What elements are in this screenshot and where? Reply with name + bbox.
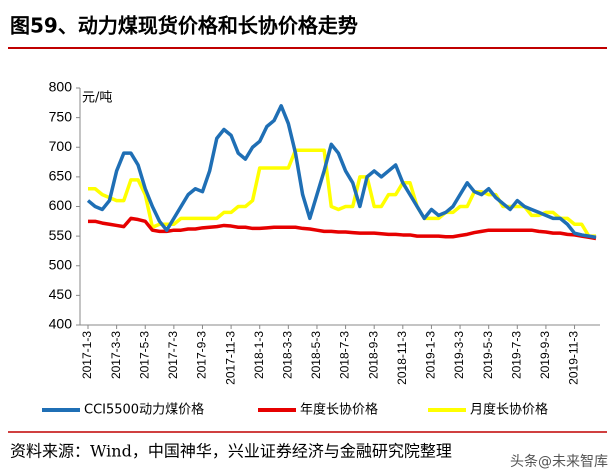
x-tick-label: 2019-5-3 (481, 331, 495, 379)
chart-title: 图59、动力煤现货价格和长协价格走势 (10, 14, 358, 38)
y-tick-label: 750 (49, 108, 73, 124)
y-tick-label: 600 (49, 197, 73, 213)
x-tick-label: 2019-11-3 (567, 331, 581, 385)
x-tick-label: 2017-1-3 (80, 331, 94, 379)
x-tick-label: 2017-11-3 (223, 331, 237, 385)
legend-label: 年度长协价格 (300, 402, 378, 418)
x-tick-label: 2018-9-3 (366, 331, 380, 379)
y-tick-label: 800 (49, 79, 73, 95)
y-tick-label: 650 (49, 168, 73, 184)
x-tick-label: 2018-5-3 (309, 331, 323, 379)
y-tick-label: 500 (49, 256, 73, 272)
y-tick-label: 450 (49, 286, 73, 302)
x-tick-label: 2017-3-3 (109, 331, 123, 379)
watermark: 头条@未来智库 (510, 453, 608, 470)
series-line (88, 216, 597, 241)
x-tick-label: 2018-1-3 (252, 331, 266, 379)
legend-label: 月度长协价格 (470, 402, 548, 418)
source-note: 资料来源：Wind，中国神华，兴业证券经济与金融研究院整理 (10, 442, 452, 461)
x-tick-label: 2018-7-3 (338, 331, 352, 379)
y-tick-label: 700 (49, 138, 73, 154)
legend-label: CCI5500动力煤价格 (84, 402, 204, 418)
x-tick-label: 2019-9-3 (538, 331, 552, 379)
x-tick-label: 2019-3-3 (452, 331, 466, 379)
series-line (86, 104, 597, 240)
y-tick-label: 400 (49, 316, 73, 332)
x-tick-label: 2018-3-3 (281, 331, 295, 379)
x-tick-label: 2018-11-3 (395, 331, 409, 385)
x-tick-label: 2017-5-3 (137, 331, 151, 379)
x-tick-label: 2019-1-3 (424, 331, 438, 379)
y-tick-label: 550 (49, 227, 73, 243)
x-tick-label: 2017-7-3 (166, 331, 180, 379)
unit-label: 元/吨 (82, 91, 112, 106)
x-tick-label: 2019-7-3 (509, 331, 523, 379)
x-tick-label: 2017-9-3 (195, 331, 209, 379)
